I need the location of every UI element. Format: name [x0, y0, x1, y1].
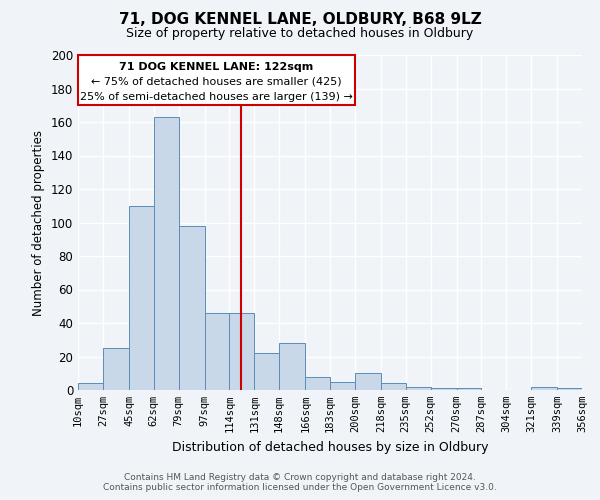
- Text: Contains HM Land Registry data © Crown copyright and database right 2024.
Contai: Contains HM Land Registry data © Crown c…: [103, 473, 497, 492]
- Bar: [179, 226, 205, 390]
- X-axis label: Distribution of detached houses by size in Oldbury: Distribution of detached houses by size …: [172, 440, 488, 454]
- Bar: [279, 343, 305, 390]
- Text: 71 DOG KENNEL LANE: 122sqm: 71 DOG KENNEL LANE: 122sqm: [119, 62, 314, 72]
- Bar: [457, 388, 481, 390]
- Bar: [78, 384, 103, 390]
- Bar: [531, 386, 557, 390]
- Text: Size of property relative to detached houses in Oldbury: Size of property relative to detached ho…: [127, 28, 473, 40]
- Bar: [406, 386, 431, 390]
- Text: 71, DOG KENNEL LANE, OLDBURY, B68 9LZ: 71, DOG KENNEL LANE, OLDBURY, B68 9LZ: [119, 12, 481, 28]
- FancyBboxPatch shape: [78, 55, 355, 106]
- Bar: [205, 313, 229, 390]
- Bar: [305, 376, 330, 390]
- Bar: [254, 353, 279, 390]
- Bar: [103, 348, 129, 390]
- Bar: [557, 388, 582, 390]
- Bar: [129, 206, 154, 390]
- Bar: [154, 117, 179, 390]
- Bar: [229, 313, 254, 390]
- Text: ← 75% of detached houses are smaller (425): ← 75% of detached houses are smaller (42…: [91, 77, 341, 87]
- Y-axis label: Number of detached properties: Number of detached properties: [32, 130, 45, 316]
- Bar: [355, 373, 381, 390]
- Bar: [431, 388, 457, 390]
- Text: 25% of semi-detached houses are larger (139) →: 25% of semi-detached houses are larger (…: [80, 92, 353, 102]
- Bar: [330, 382, 355, 390]
- Bar: [381, 384, 406, 390]
